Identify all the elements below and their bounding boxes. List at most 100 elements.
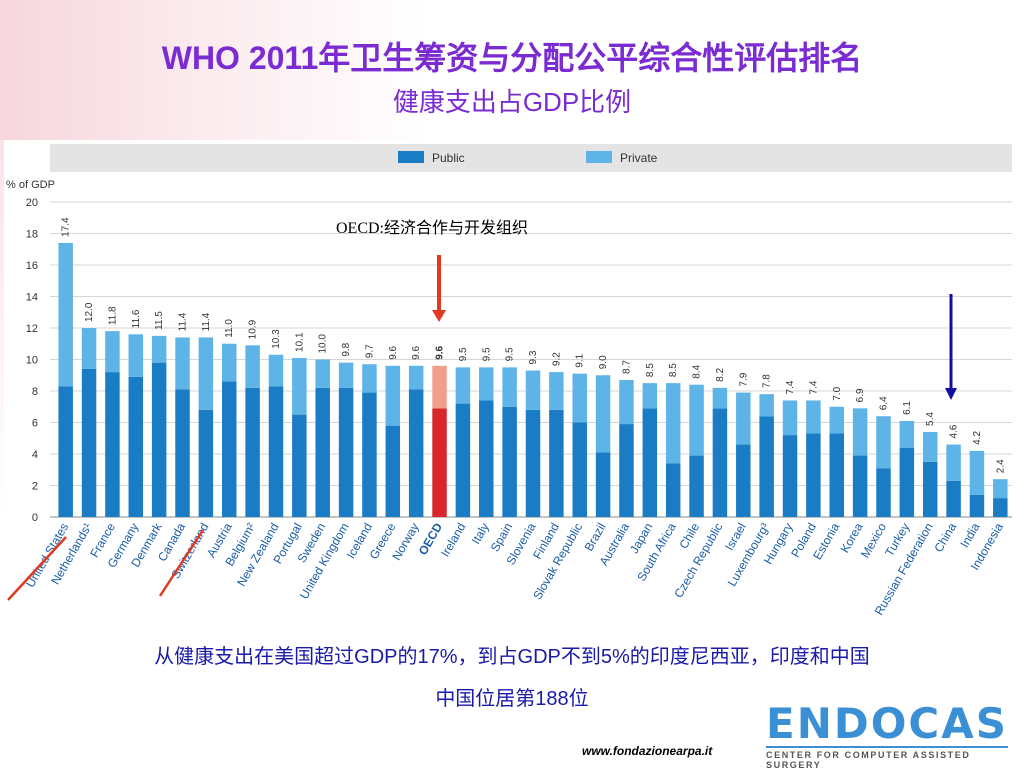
- bar-private: [572, 373, 587, 423]
- bar-public: [852, 455, 868, 517]
- slide-subtitle: 健康支出占GDP比例: [392, 87, 632, 117]
- value-label: 2.4: [995, 459, 1006, 473]
- bar-public: [432, 408, 447, 517]
- y-tick-label: 12: [26, 323, 38, 335]
- value-label: 11.8: [107, 306, 118, 325]
- value-label: 5.4: [925, 412, 936, 426]
- bar-private: [806, 400, 821, 434]
- bar-public: [128, 376, 144, 517]
- bar-public: [665, 463, 681, 517]
- value-label: 6.1: [902, 401, 913, 415]
- value-label: 12.0: [84, 302, 95, 322]
- bar-private: [175, 337, 190, 390]
- bar-public: [595, 452, 611, 517]
- bar-public: [782, 435, 798, 517]
- bar-private: [128, 334, 144, 377]
- caption-line-2: 中国位居第188位: [435, 688, 589, 710]
- bar-private: [969, 450, 985, 495]
- bar-private: [362, 364, 377, 393]
- bar-private: [922, 431, 938, 462]
- bar-public: [315, 387, 330, 517]
- y-tick-label: 20: [26, 197, 38, 209]
- bar-public: [198, 409, 214, 517]
- bar-public: [759, 416, 774, 517]
- bar-private: [642, 383, 658, 409]
- bar-private: [338, 362, 354, 388]
- bar-public: [175, 389, 190, 517]
- caption-line-1: 从健康支出在美国超过GDP的17%，到占GDP不到5%的印度尼西亚，印度和中国: [154, 646, 870, 668]
- value-label: 9.5: [458, 347, 469, 361]
- bar-private: [946, 444, 961, 481]
- bar-public: [245, 387, 260, 517]
- bar-public: [876, 468, 891, 517]
- bar-private: [222, 343, 237, 382]
- bar-private: [502, 367, 517, 407]
- bar-private: [292, 357, 307, 415]
- bar-public: [642, 408, 658, 517]
- oecd-annotation: OECD:经济合作与开发组织: [336, 219, 528, 237]
- value-label: 7.8: [762, 374, 773, 388]
- bar-private: [151, 335, 167, 363]
- bar-public: [81, 368, 97, 517]
- y-tick-label: 18: [26, 229, 38, 241]
- legend-band: [50, 144, 1012, 172]
- bar-private: [549, 372, 564, 410]
- health-spending-chart: Public Private % of GDP 0 2 4 6 8 10 12 14 16 18 2…: [4, 140, 1014, 630]
- bar-public: [969, 494, 985, 517]
- bar-public: [525, 409, 541, 517]
- bar-private: [525, 370, 541, 410]
- bar-private: [268, 354, 284, 387]
- bar-private: [712, 387, 728, 409]
- value-label: 8.5: [645, 363, 656, 377]
- value-label: 8.5: [668, 363, 679, 377]
- footer-url-link[interactable]: www.fondazionearpa.it: [582, 744, 713, 758]
- bar-public: [946, 480, 961, 517]
- bar-private: [876, 416, 891, 469]
- legend: Public Private: [398, 151, 658, 165]
- bar-public: [151, 362, 167, 517]
- bar-public: [58, 386, 73, 517]
- value-label: 4.6: [949, 424, 960, 438]
- bar-private: [782, 400, 798, 436]
- value-label: 11.4: [178, 312, 189, 331]
- value-label: 9.8: [341, 342, 352, 356]
- logo-word: ENDOCAS: [766, 699, 1008, 748]
- bar-public: [479, 400, 494, 517]
- y-axis-ticks: 0 2 4 6 8 10 12 14 16 18 20: [26, 197, 38, 524]
- bar-public: [619, 424, 634, 517]
- bar-public: [455, 403, 471, 517]
- bar-private: [455, 367, 471, 404]
- bar-public: [222, 381, 237, 517]
- value-label: 7.9: [738, 372, 749, 386]
- bar-public: [502, 406, 517, 517]
- logo-subtitle: CENTER FOR COMPUTER ASSISTED SURGERY: [766, 746, 1008, 770]
- y-tick-label: 4: [32, 449, 38, 461]
- y-tick-label: 8: [32, 386, 38, 398]
- bar-private: [479, 367, 494, 401]
- bar-public: [362, 392, 377, 517]
- bar-public: [806, 433, 821, 517]
- legend-label-private: Private: [620, 151, 658, 165]
- blue-arrow-head-icon: [945, 388, 957, 400]
- bar-public: [105, 372, 120, 517]
- bar-public: [572, 422, 587, 517]
- bars: [58, 242, 1008, 517]
- value-label: 9.5: [481, 347, 492, 361]
- bar-public: [689, 455, 704, 517]
- value-label: 10.1: [294, 332, 305, 352]
- value-label: 9.7: [364, 344, 375, 358]
- value-label: 9.6: [435, 345, 446, 359]
- strike-lines: [7, 529, 205, 601]
- value-labels: 17.4 12.0 11.8 11.6 11.5 11.4 11.4 11.0 10.9 10.3…: [61, 217, 1007, 473]
- strike-switzerland: [158, 529, 205, 597]
- bar-public: [549, 409, 564, 517]
- value-label: 9.6: [388, 345, 399, 359]
- bar-public: [712, 408, 728, 517]
- bar-public: [292, 414, 307, 517]
- value-label: 10.0: [318, 334, 329, 354]
- value-label: 6.4: [878, 396, 889, 410]
- bar-private: [81, 328, 97, 369]
- bar-private: [408, 365, 424, 390]
- value-label: 11.0: [224, 319, 235, 338]
- value-label: 7.0: [832, 386, 843, 400]
